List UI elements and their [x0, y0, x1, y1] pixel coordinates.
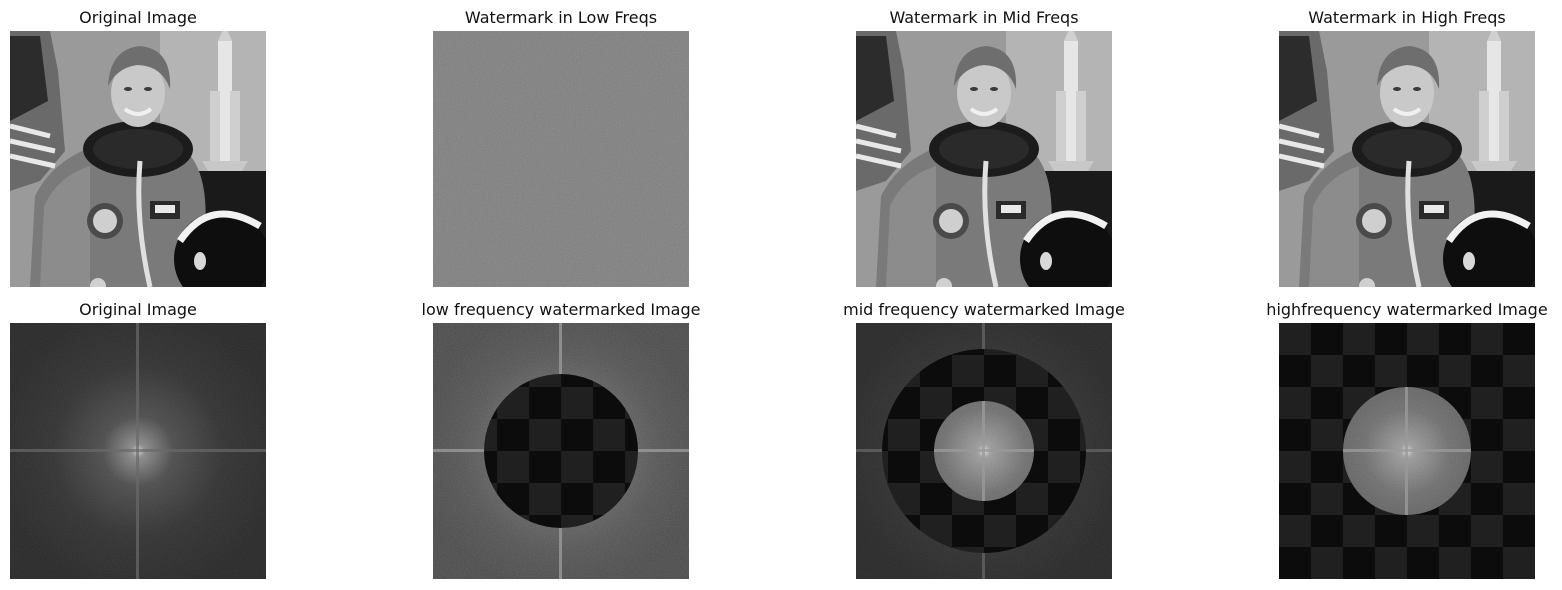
noise-gray-image-icon [433, 31, 689, 287]
fft-spectrum-low-mask-icon [433, 323, 689, 579]
astronaut-image [1279, 31, 1535, 287]
astronaut-image [10, 31, 266, 287]
noise-gray-image [433, 31, 689, 287]
panel-title: low frequency watermarked Image [421, 300, 701, 319]
fft-spectrum-mid-image [856, 323, 1112, 579]
astronaut-photo-icon [856, 31, 1112, 287]
panel-title: Watermark in Low Freqs [464, 8, 658, 27]
fft-spectrum-ring-mask-icon [856, 323, 1112, 579]
fft-spectrum-high-image [1279, 323, 1535, 579]
panel-watermark-low: Watermark in Low Freqs [433, 8, 689, 288]
astronaut-image [856, 31, 1112, 287]
fft-spectrum-image [10, 323, 266, 579]
panel-title: Watermark in Mid Freqs [889, 8, 1079, 27]
panel-title: highfrequency watermarked Image [1266, 300, 1548, 319]
panel-spectrum-high: highfrequency watermarked Image [1266, 300, 1548, 580]
panel-spectrum-mid: mid frequency watermarked Image [843, 300, 1125, 580]
panel-watermark-mid: Watermark in Mid Freqs [856, 8, 1112, 288]
panel-spectrum-original: Original Image [10, 300, 266, 580]
panel-original-image: Original Image [10, 8, 266, 288]
panel-title: Original Image [79, 8, 197, 27]
panel-spectrum-low: low frequency watermarked Image [422, 300, 700, 580]
panel-title: mid frequency watermarked Image [843, 300, 1125, 319]
fft-spectrum-low-image [433, 323, 689, 579]
panel-title: Watermark in High Freqs [1308, 8, 1506, 27]
astronaut-photo-icon [10, 31, 266, 287]
panel-watermark-high: Watermark in High Freqs [1279, 8, 1535, 288]
astronaut-photo-icon [1279, 31, 1535, 287]
panel-title: Original Image [79, 300, 197, 319]
fft-spectrum-icon [10, 323, 266, 579]
fft-spectrum-high-mask-icon [1279, 323, 1535, 579]
